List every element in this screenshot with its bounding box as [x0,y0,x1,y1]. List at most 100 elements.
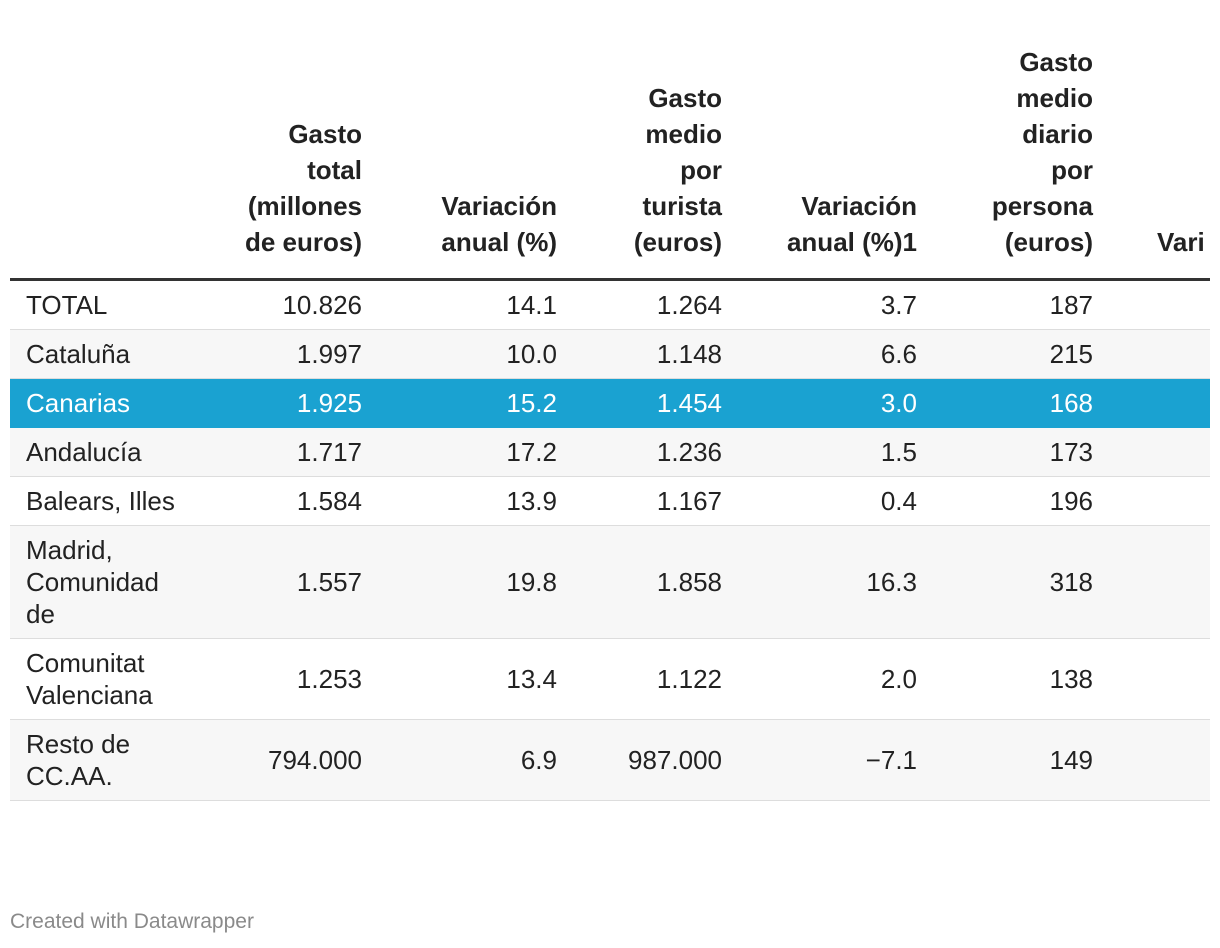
cell-text: Andalucía [26,437,142,467]
cell: 1.858 [557,525,722,639]
cell: 318 [917,525,1093,639]
header-text: Variación anual (%) [441,191,557,257]
cell-text: 1.167 [656,486,722,516]
column-header: Vari [1093,44,1210,281]
cell: 17.2 [362,427,557,477]
cell [1093,378,1210,428]
cell [1093,427,1210,477]
header-text: Variación anual (%)1 [786,191,917,257]
cell-text: 1.925 [296,388,362,418]
table-wrap: Gasto total (millones de euros) Variación… [10,44,1210,801]
cell: 215 [917,329,1093,379]
table-row: Comunitat Valenciana 1.253 13.4 1.122 2.0 138 [10,638,1210,720]
cell: 1.236 [557,427,722,477]
cell-text: 10.826 [282,290,362,320]
cell-text: Balears, Illes [26,486,175,516]
footer: Created with Datawrapper [10,910,254,933]
cell: 168 [917,378,1093,428]
cell-text: Comunitat Valenciana [26,648,153,710]
row-label: Madrid, Comunidad de [10,525,190,639]
cell-text: 1.557 [296,567,362,597]
cell: 15.2 [362,378,557,428]
cell [1093,279,1210,330]
cell-text: 16.3 [866,567,917,597]
header-text: Vari [1157,227,1205,257]
cell [1093,719,1210,801]
cell-text: 15.2 [506,388,557,418]
cell-text: Resto de CC.AA. [26,729,131,791]
cell: 19.8 [362,525,557,639]
row-label: Balears, Illes [10,476,190,526]
row-label: TOTAL [10,279,190,330]
cell: 138 [917,638,1093,720]
cell-text: −7.1 [865,745,917,775]
cell: 149 [917,719,1093,801]
cell: 3.0 [722,378,917,428]
cell: 2.0 [722,638,917,720]
cell: 1.148 [557,329,722,379]
cell: 13.9 [362,476,557,526]
cell-text: 2.0 [880,664,917,694]
cell: 14.1 [362,279,557,330]
cell [1093,329,1210,379]
cell-text: 196 [1049,486,1093,516]
table-row: Cataluña 1.997 10.0 1.148 6.6 215 [10,329,1210,379]
cell-text: 1.858 [656,567,722,597]
cell-text: Canarias [26,388,131,418]
cell-text: 1.236 [656,437,722,467]
row-label: Cataluña [10,329,190,379]
cell: 1.167 [557,476,722,526]
table-row: Balears, Illes 1.584 13.9 1.167 0.4 196 [10,476,1210,526]
header-text: Gasto medio por turista (euros) [633,83,722,257]
cell-text: 987.000 [628,745,722,775]
table-row: Andalucía 1.717 17.2 1.236 1.5 173 [10,427,1210,477]
column-header: Gasto medio por turista (euros) [557,44,722,281]
cell: 196 [917,476,1093,526]
table-row: Canarias 1.925 15.2 1.454 3.0 168 [10,378,1210,428]
cell-text: 3.0 [880,388,917,418]
cell: 1.454 [557,378,722,428]
cell: 1.122 [557,638,722,720]
cell-text: 318 [1049,567,1093,597]
column-header [10,44,190,281]
cell-text: 187 [1049,290,1093,320]
cell: 0.4 [722,476,917,526]
cell-text: 1.717 [296,437,362,467]
cell: 1.5 [722,427,917,477]
cell: 987.000 [557,719,722,801]
cell-text: 10.0 [506,339,557,369]
cell: 173 [917,427,1093,477]
cell-text: 1.454 [656,388,722,418]
cell-text: 149 [1049,745,1093,775]
cell-text: 1.997 [296,339,362,369]
row-label: Comunitat Valenciana [10,638,190,720]
cell [1093,476,1210,526]
cell-text: 13.4 [506,664,557,694]
cell-text: 1.253 [296,664,362,694]
cell: 10.826 [190,279,362,330]
cell-text: 794.000 [268,745,362,775]
cell-text: 1.122 [656,664,722,694]
table: Gasto total (millones de euros) Variación… [10,44,1210,801]
column-header: Variación anual (%)1 [722,44,917,281]
cell-text: TOTAL [26,290,108,320]
cell: 1.997 [190,329,362,379]
column-header: Variación anual (%) [362,44,557,281]
cell-text: 14.1 [506,290,557,320]
cell: 13.4 [362,638,557,720]
cell: 6.6 [722,329,917,379]
cell: 187 [917,279,1093,330]
cell-text: Cataluña [26,339,131,369]
cell-text: 6.6 [880,339,917,369]
row-label: Andalucía [10,427,190,477]
cell-text: 168 [1049,388,1093,418]
cell: 6.9 [362,719,557,801]
table-row: Madrid, Comunidad de 1.557 19.8 1.858 16.3 31… [10,525,1210,639]
cell-text: 13.9 [506,486,557,516]
table-row: Resto de CC.AA. 794.000 6.9 987.000 −7.1 149 [10,719,1210,801]
cell-text: 3.7 [880,290,917,320]
cell-text: 1.584 [296,486,362,516]
column-header: Gasto medio diario por persona (euros) [917,44,1093,281]
header-text: Gasto total (millones de euros) [244,119,362,257]
cell-text: 138 [1049,664,1093,694]
